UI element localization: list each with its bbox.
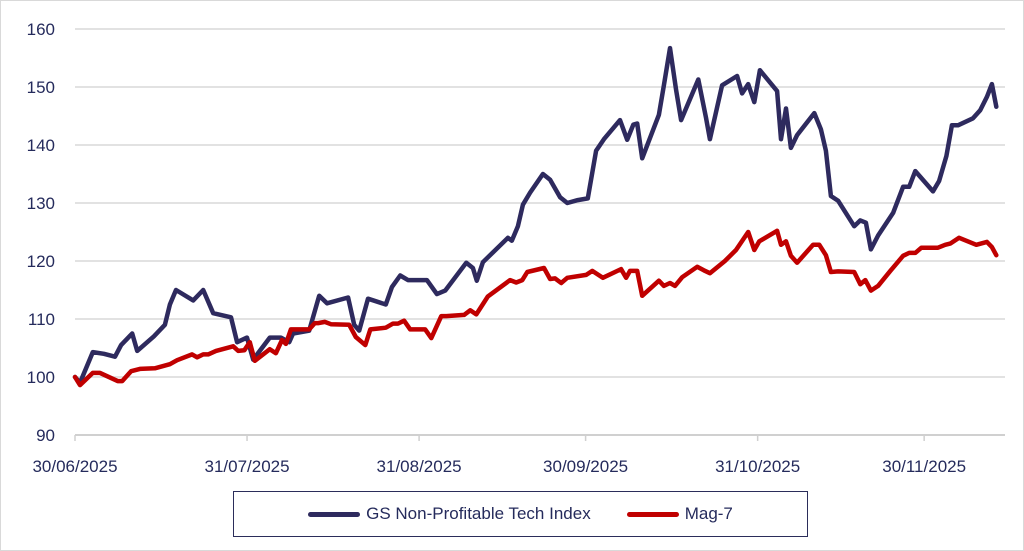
legend: GS Non-Profitable Tech Index Mag-7 — [233, 491, 808, 537]
series-line-mag7 — [72, 228, 999, 388]
legend-label-mag7: Mag-7 — [684, 504, 733, 523]
x-tick-label: 30/09/2025 — [543, 457, 628, 476]
y-tick-label: 100 — [27, 368, 55, 387]
legend-swatch-mag7 — [626, 511, 679, 517]
legend-item-gs-index: GS Non-Profitable Tech Index — [308, 504, 591, 524]
y-tick-label: 140 — [27, 136, 55, 155]
y-tick-label: 150 — [27, 78, 55, 97]
x-tick-label: 31/07/2025 — [205, 457, 290, 476]
y-tick-label: 120 — [27, 252, 55, 271]
legend-item-mag7: Mag-7 — [626, 504, 733, 524]
y-tick-label: 90 — [36, 426, 55, 445]
y-tick-label: 160 — [27, 20, 55, 39]
y-tick-label: 110 — [28, 310, 55, 329]
y-tick-label: 130 — [27, 194, 55, 213]
x-tick-label: 31/10/2025 — [715, 457, 800, 476]
x-tick-label: 30/06/2025 — [32, 457, 117, 476]
legend-label-gs-index: GS Non-Profitable Tech Index — [366, 504, 591, 523]
legend-swatch-gs-index — [308, 511, 361, 517]
x-tick-label: 30/11/2025 — [882, 457, 966, 476]
series-line-gs-index — [72, 45, 999, 386]
x-tick-label: 31/08/2025 — [377, 457, 462, 476]
